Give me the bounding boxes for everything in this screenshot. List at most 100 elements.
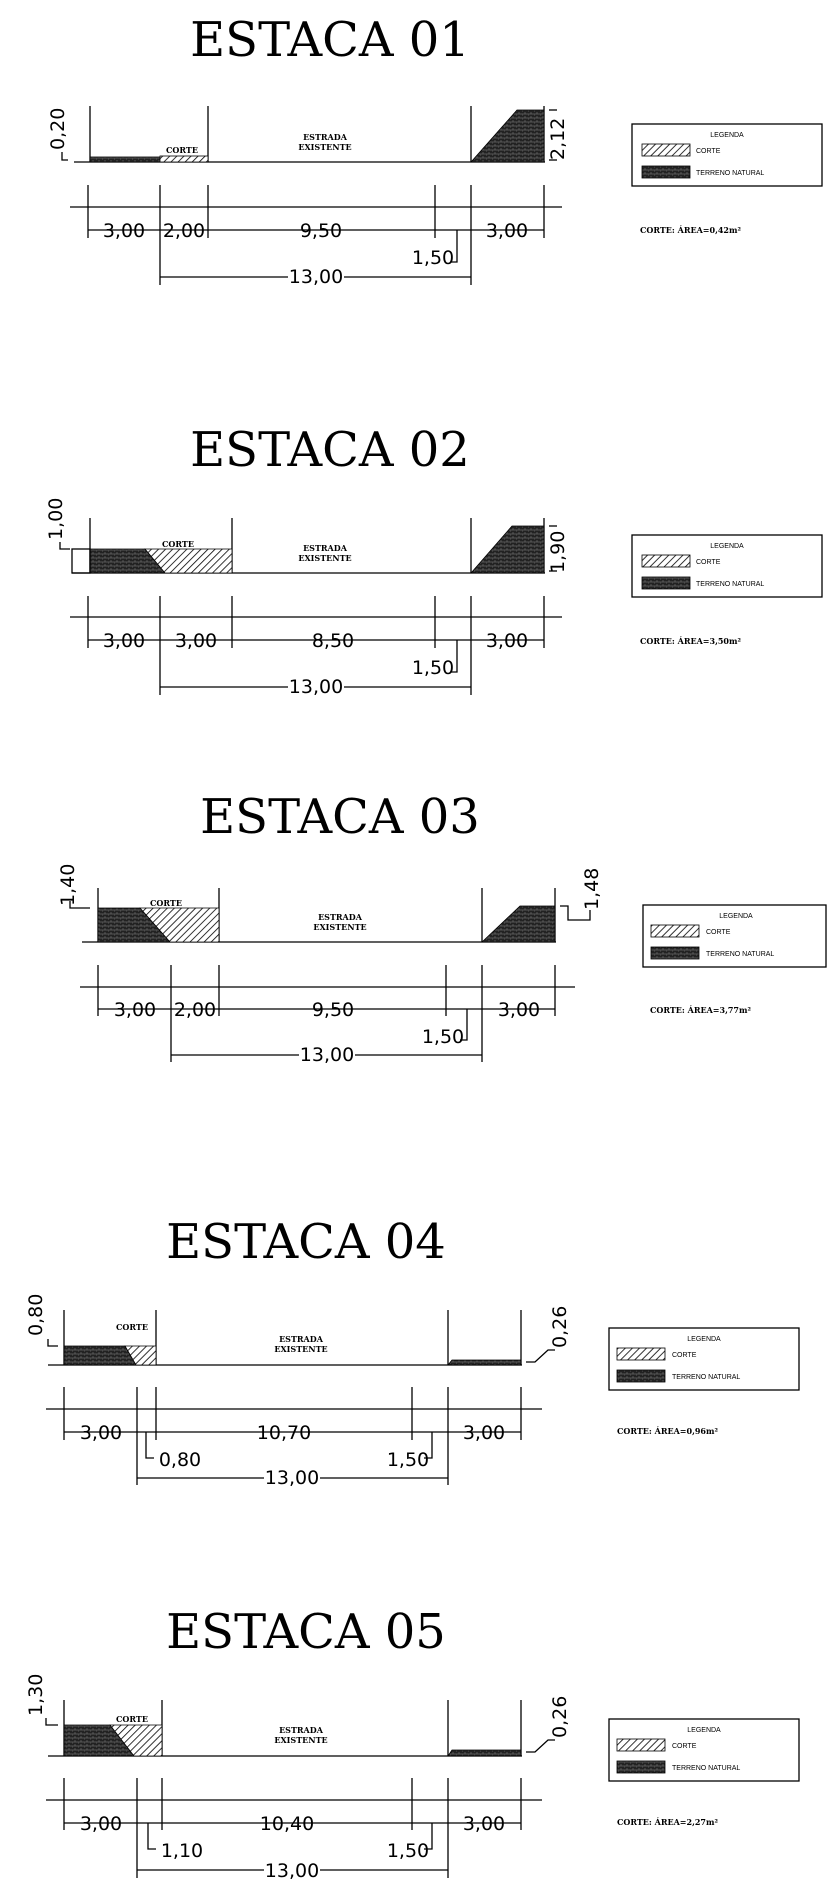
dim-1: 3,00 xyxy=(103,630,145,652)
total-dim: 13,00 xyxy=(289,676,343,698)
dim-1: 3,00 xyxy=(80,1422,122,1444)
road-label-line2: EXISTENTE xyxy=(313,922,366,932)
road-label-line1: ESTRADA xyxy=(303,543,348,553)
dim-5: 3,00 xyxy=(498,999,540,1021)
section-estaca-05: ESTACA 05 CORTE ESTRADA EXISTENTE 1,30 0… xyxy=(25,1604,800,1882)
legend-terreno-swatch xyxy=(616,1760,666,1774)
right-height-label: 2,12 xyxy=(547,118,569,160)
legend-terreno-swatch xyxy=(641,576,691,590)
dim-4-leader xyxy=(450,640,458,673)
left-height-leader xyxy=(59,542,70,550)
left-height-leader xyxy=(47,1339,58,1347)
dim-ticks xyxy=(87,185,545,285)
legend-corte-label: CORTE xyxy=(696,148,721,155)
section-title: ESTACA 04 xyxy=(166,1214,446,1270)
section-estaca-01: ESTACA 01 CORTE ESTRADA EXISTENTE 0,20 2… xyxy=(47,12,823,288)
dim-4: 1,50 xyxy=(412,657,454,679)
left-height-leader xyxy=(69,901,90,909)
right-height-leader xyxy=(560,905,591,921)
dim-4: 1,50 xyxy=(412,247,454,269)
total-bg xyxy=(264,1861,320,1881)
terrain-slope-right xyxy=(447,1749,522,1757)
right-height-label: 1,48 xyxy=(581,868,603,910)
section-estaca-02: ESTACA 02 CORTE ESTRADA EXISTENTE 1,00 1… xyxy=(45,422,823,698)
dim-3: 9,50 xyxy=(312,999,354,1021)
dim-2: 2,00 xyxy=(174,999,216,1021)
dim-ticks xyxy=(63,1778,522,1878)
legend-terreno-swatch xyxy=(650,946,700,960)
legend-title: LEGENDA xyxy=(710,543,744,550)
legend-terreno-swatch xyxy=(616,1369,666,1383)
left-height-label: 0,20 xyxy=(47,108,69,150)
cut-fill xyxy=(109,1724,163,1757)
legend-terreno-label: TERRENO NATURAL xyxy=(672,1765,740,1772)
dim-1: 3,00 xyxy=(114,999,156,1021)
dim-ticks xyxy=(87,596,545,695)
legend-corte-swatch xyxy=(616,1738,666,1752)
road-label-line2: EXISTENTE xyxy=(298,142,351,152)
area-label: CORTE: ÁREA=0,96m² xyxy=(617,1426,718,1436)
left-height-label: 1,00 xyxy=(45,498,67,540)
road-label-line2: EXISTENTE xyxy=(298,553,351,563)
dim-3: 10,40 xyxy=(260,1813,314,1835)
left-height-label: 1,30 xyxy=(25,1674,47,1716)
legend-box xyxy=(631,534,823,598)
cut-fill xyxy=(159,155,209,163)
corte-label: CORTE xyxy=(150,898,182,908)
cut-fill xyxy=(124,1345,157,1366)
dim-4-leader xyxy=(424,1823,433,1850)
legend-title: LEGENDA xyxy=(687,1336,721,1343)
corte-label: CORTE xyxy=(162,539,194,549)
dim-ticks xyxy=(97,965,556,1062)
legend-corte-label: CORTE xyxy=(696,559,721,566)
total-dim: 13,00 xyxy=(300,1044,354,1066)
terrain-fill-left xyxy=(89,156,161,163)
area-label: CORTE: ÁREA=3,77m² xyxy=(650,1005,751,1015)
section-estaca-03: ESTACA 03 CORTE ESTRADA EXISTENTE 1,40 1… xyxy=(57,789,827,1066)
terrain-slope-right xyxy=(480,905,556,943)
section-title: ESTACA 05 xyxy=(166,1604,446,1660)
legend-corte-swatch xyxy=(641,143,691,157)
road-label-line1: ESTRADA xyxy=(303,132,348,142)
section-title: ESTACA 03 xyxy=(200,789,480,845)
total-dim: 13,00 xyxy=(289,266,343,288)
dim-1: 3,00 xyxy=(80,1813,122,1835)
right-height-leader xyxy=(526,1349,555,1363)
corte-label: CORTE xyxy=(116,1322,148,1332)
total-dim: 13,00 xyxy=(265,1860,319,1882)
legend-title: LEGENDA xyxy=(687,1727,721,1734)
dim-5: 3,00 xyxy=(463,1813,505,1835)
right-height-leader xyxy=(526,1739,555,1753)
dim-4-leader xyxy=(460,1009,468,1041)
terrain-slope-right xyxy=(470,109,545,163)
dim-4-leader xyxy=(450,230,458,263)
legend-corte-label: CORTE xyxy=(706,929,731,936)
dim-5: 3,00 xyxy=(463,1422,505,1444)
dim-1: 3,00 xyxy=(103,220,145,242)
road-label-line2: EXISTENTE xyxy=(274,1735,327,1745)
terrain-slope-right xyxy=(470,525,545,574)
legend-terreno-label: TERRENO NATURAL xyxy=(672,1374,740,1381)
legend-corte-label: CORTE xyxy=(672,1352,697,1359)
road-label-line1: ESTRADA xyxy=(318,912,363,922)
legend-title: LEGENDA xyxy=(719,913,753,920)
dim-2: 1,10 xyxy=(161,1840,203,1862)
dim-2-leader xyxy=(145,1432,154,1459)
area-label: CORTE: ÁREA=2,27m² xyxy=(617,1817,718,1827)
dim-3: 10,70 xyxy=(257,1422,311,1444)
road-label-line1: ESTRADA xyxy=(279,1725,324,1735)
legend-terreno-swatch xyxy=(641,165,691,179)
legend-corte-swatch xyxy=(616,1347,666,1361)
terrain-slope-right xyxy=(447,1359,522,1366)
left-height-leader xyxy=(61,152,68,161)
legend-terreno-label: TERRENO NATURAL xyxy=(706,951,774,958)
cut-fill xyxy=(139,907,220,943)
dim-4: 1,50 xyxy=(387,1449,429,1471)
legend-box xyxy=(631,123,823,187)
section-title: ESTACA 02 xyxy=(190,422,470,478)
total-bg xyxy=(264,1467,320,1487)
left-height-box xyxy=(71,548,91,574)
legend-box xyxy=(608,1327,800,1391)
right-height-label: 0,26 xyxy=(549,1306,571,1348)
